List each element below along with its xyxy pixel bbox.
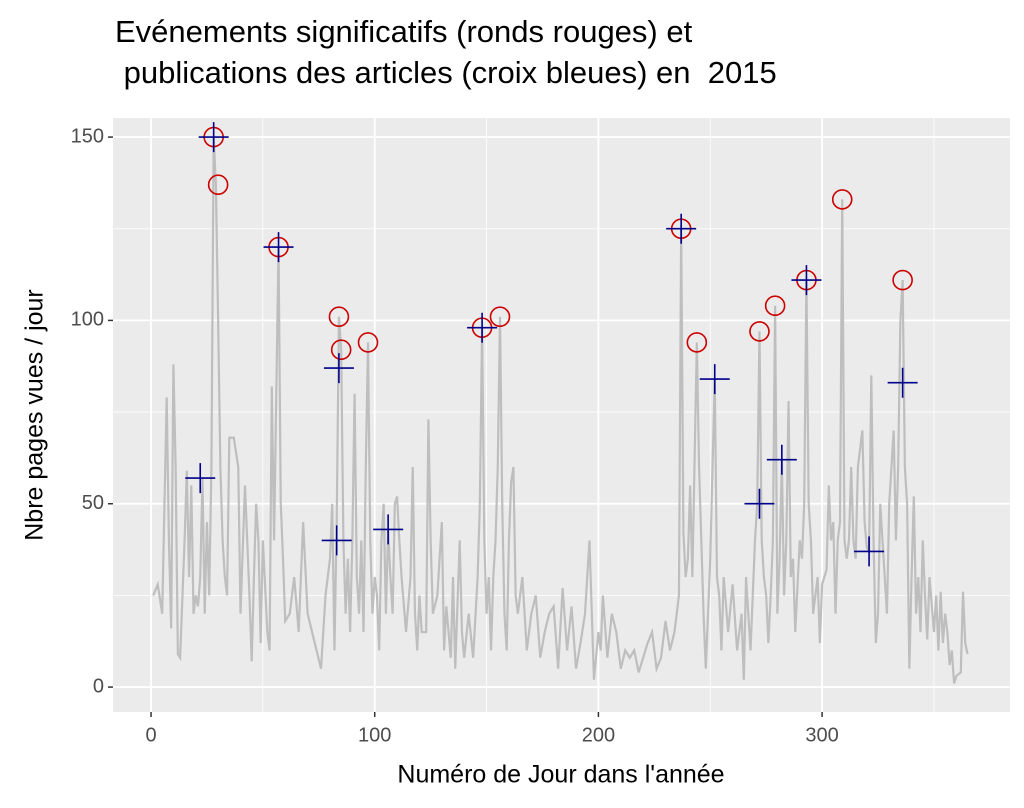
event-circle (749, 321, 770, 342)
article-cross (185, 463, 216, 494)
article-cross (198, 122, 229, 153)
x-tick-label: 0 (145, 724, 156, 746)
event-circle (831, 189, 853, 210)
event-circle (207, 174, 229, 196)
article-cross (373, 514, 404, 545)
event-circle (328, 306, 350, 328)
article-cross (321, 525, 352, 556)
article-cross (887, 367, 918, 398)
article-cross (666, 213, 697, 244)
x-tick-label: 200 (582, 724, 615, 746)
event-circle (764, 295, 786, 317)
article-cross (744, 488, 775, 519)
event-circle (489, 306, 511, 328)
y-tick-label: 50 (82, 492, 104, 514)
chart-title: Evénements significatifs (ronds rouges) … (115, 14, 693, 49)
article-cross (699, 364, 730, 395)
y-tick-label: 150 (71, 125, 104, 147)
y-tick-label: 100 (71, 309, 104, 331)
y-tick-label: 0 (93, 675, 104, 697)
article-cross (263, 232, 294, 263)
article-cross (791, 265, 822, 296)
article-cross (854, 536, 885, 567)
event-circle (892, 269, 913, 291)
x-tick-label: 300 (805, 724, 838, 746)
event-circle (686, 332, 708, 353)
event-circle (357, 332, 379, 353)
event-circle (330, 339, 352, 361)
article-cross (323, 353, 354, 384)
x-axis-title: Numéro de Jour dans l'année (397, 761, 724, 789)
page-views-line (152, 137, 969, 684)
article-cross (467, 312, 498, 343)
chart-title: publications des articles (croix bleues)… (115, 55, 777, 90)
article-cross (766, 444, 797, 475)
x-tick-label: 100 (358, 724, 391, 746)
y-axis-title: Nbre pages vues / jour (21, 289, 49, 541)
